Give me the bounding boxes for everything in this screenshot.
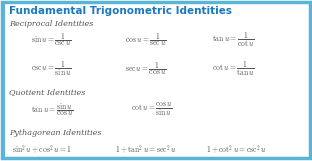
- Text: $\cot u = \dfrac{\cos u}{\sin u}$: $\cot u = \dfrac{\cos u}{\sin u}$: [131, 102, 173, 118]
- Text: Quotient Identities: Quotient Identities: [9, 88, 86, 96]
- Text: $\sin u = \dfrac{1}{\csc u}$: $\sin u = \dfrac{1}{\csc u}$: [31, 31, 72, 48]
- Text: $\sin^2 u + \cos^2 u = 1$: $\sin^2 u + \cos^2 u = 1$: [12, 144, 72, 157]
- Text: $\cos u = \dfrac{1}{\sec u}$: $\cos u = \dfrac{1}{\sec u}$: [125, 31, 166, 48]
- Text: Pythagorean Identities: Pythagorean Identities: [9, 129, 102, 137]
- Text: $\csc u = \dfrac{1}{\sin u}$: $\csc u = \dfrac{1}{\sin u}$: [31, 59, 72, 78]
- Text: $\tan u = \dfrac{1}{\cot u}$: $\tan u = \dfrac{1}{\cot u}$: [212, 30, 255, 49]
- Text: $1 + \cot^2 u = \csc^2 u$: $1 + \cot^2 u = \csc^2 u$: [206, 144, 267, 157]
- Text: Fundamental Trigonometric Identities: Fundamental Trigonometric Identities: [9, 6, 232, 16]
- Text: $\tan u = \dfrac{\sin u}{\cos u}$: $\tan u = \dfrac{\sin u}{\cos u}$: [31, 102, 74, 118]
- Text: $\sec u = \dfrac{1}{\cos u}$: $\sec u = \dfrac{1}{\cos u}$: [125, 60, 166, 77]
- Text: Reciprocal Identities: Reciprocal Identities: [9, 20, 94, 28]
- Text: $1 + \tan^2 u = \sec^2 u$: $1 + \tan^2 u = \sec^2 u$: [115, 144, 177, 157]
- Bar: [2, 2, 5, 158]
- Text: $\cot u = \dfrac{1}{\tan u}$: $\cot u = \dfrac{1}{\tan u}$: [212, 59, 255, 78]
